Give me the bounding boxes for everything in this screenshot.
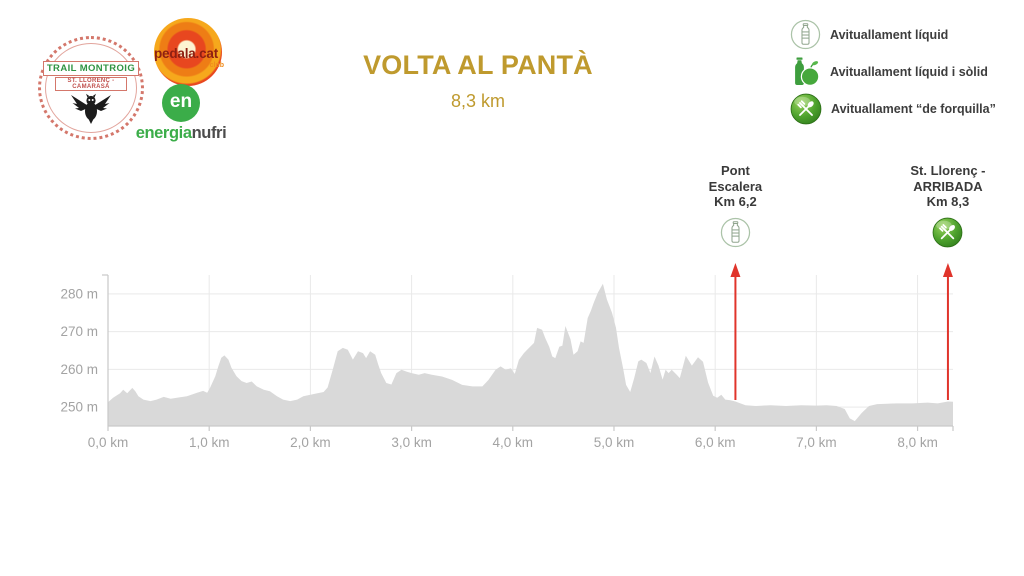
page-title: VOLTA AL PANTÀ xyxy=(363,50,593,80)
x-tick-label: 3,0 km xyxy=(391,435,432,450)
aid-station-marker-pont-escalera: Pont Escalera Km 6,2 xyxy=(665,163,805,253)
nufri-word-energia: energia xyxy=(135,124,192,142)
x-tick-label: 7,0 km xyxy=(796,435,837,450)
pedala-swirl-icon xyxy=(154,18,222,86)
legend-item-liquid: Avituallament líquid xyxy=(790,19,996,50)
x-tick-label: 0,0 km xyxy=(88,435,129,450)
marker-label: Pont xyxy=(720,163,750,178)
bottle-apple-icon xyxy=(795,57,820,86)
legend-label: Avituallament líquid xyxy=(830,27,949,42)
pedala-club-label: club xyxy=(209,62,224,69)
elevation-area xyxy=(108,283,953,426)
nufri-en-icon: en xyxy=(162,84,200,122)
legend-label: Avituallament líquid i sòlid xyxy=(830,64,988,79)
y-tick-label: 270 m xyxy=(60,324,98,339)
x-tick-label: 5,0 km xyxy=(594,435,635,450)
marker-label: ARRIBADA xyxy=(913,178,983,194)
x-tick-label: 1,0 km xyxy=(189,435,230,450)
y-tick-label: 280 m xyxy=(60,286,98,301)
y-tick-label: 250 m xyxy=(60,400,98,415)
marker-arrowhead xyxy=(730,263,741,277)
legend-item-fork: Avituallament “de forquilla” xyxy=(790,93,996,124)
trail-montroig-subtitle: ST. LLORENÇ - CAMARASA xyxy=(55,77,127,91)
marker-km-label: Km 6,2 xyxy=(714,194,757,209)
race-distance: 8,3 km xyxy=(450,91,506,111)
marker-label: St. Llorenç - xyxy=(910,163,986,178)
pedala-wordmark: pedala.cat xyxy=(153,46,219,61)
owl-icon xyxy=(71,93,111,124)
trail-montroig-logo: TRAIL MONTROIG ST. LLORENÇ - CAMARASA xyxy=(38,36,144,140)
marker-km-label: Km 8,3 xyxy=(926,194,970,209)
fork-circle-icon xyxy=(933,217,963,247)
trail-montroig-title: TRAIL MONTROIG xyxy=(42,61,140,76)
fork-circle-icon xyxy=(790,93,822,124)
pedala-cat-logo: pedala.cat club xyxy=(140,12,232,96)
x-tick-label: 6,0 km xyxy=(695,435,736,450)
energia-nufri-logo: en energianufri xyxy=(126,84,236,143)
nufri-word-nufri: nufri xyxy=(191,124,227,142)
legend-label: Avituallament “de forquilla” xyxy=(831,101,996,116)
title-block: VOLTA AL PANTÀ 8,3 km xyxy=(278,50,678,112)
logo-cluster: TRAIL MONTROIG ST. LLORENÇ - CAMARASA pe… xyxy=(30,8,240,148)
x-tick-label: 8,0 km xyxy=(897,435,938,450)
legend-item-liquid-solid: Avituallament líquid i sòlid xyxy=(790,56,996,87)
bottle-circle-icon xyxy=(720,217,751,247)
y-tick-label: 260 m xyxy=(60,362,98,377)
aid-station-legend: Avituallament líquid Avituallament líqui… xyxy=(790,19,996,130)
x-tick-label: 4,0 km xyxy=(493,435,534,450)
x-tick-label: 2,0 km xyxy=(290,435,331,450)
bottle-circle-icon xyxy=(790,19,821,50)
marker-arrowhead xyxy=(942,263,953,277)
marker-label: Escalera xyxy=(708,178,763,194)
aid-station-marker-arribada: St. Llorenç - ARRIBADA Km 8,3 xyxy=(878,163,1018,253)
